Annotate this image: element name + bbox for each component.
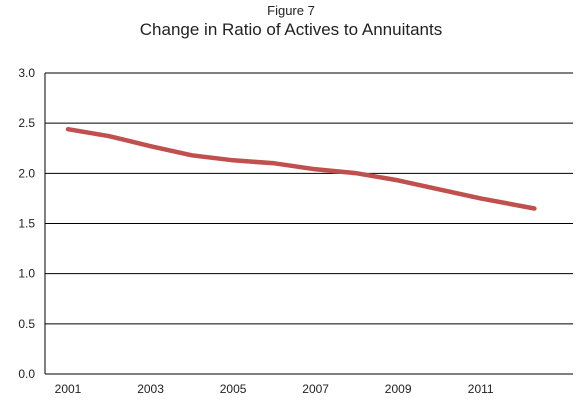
y-tick-label: 0.5 — [18, 317, 35, 331]
chart-title: Change in Ratio of Actives to Annuitants — [139, 20, 443, 39]
series-line-0 — [65, 126, 537, 211]
gridlines — [44, 72, 573, 375]
x-axis-ticks: 2001 2003 2005 2007 2009 2011 — [55, 382, 494, 396]
figure-number: Figure 7 — [267, 3, 315, 18]
y-tick-label: 0.0 — [18, 367, 35, 381]
y-tick-label: 2.5 — [18, 116, 35, 130]
series-layer — [65, 126, 537, 211]
x-tick-label: 2007 — [302, 382, 329, 396]
x-tick-label: 2001 — [55, 382, 82, 396]
y-tick-label: 1.5 — [18, 217, 35, 231]
x-tick-label: 2003 — [137, 382, 164, 396]
y-tick-label: 3.0 — [18, 66, 35, 80]
y-tick-label: 1.0 — [18, 267, 35, 281]
x-tick-label: 2005 — [220, 382, 247, 396]
y-axis-ticks: 0.0 0.5 1.0 1.5 2.0 2.5 3.0 — [18, 66, 35, 381]
y-tick-label: 2.0 — [18, 166, 35, 180]
x-tick-label: 2009 — [385, 382, 412, 396]
x-tick-label: 2011 — [468, 382, 494, 396]
